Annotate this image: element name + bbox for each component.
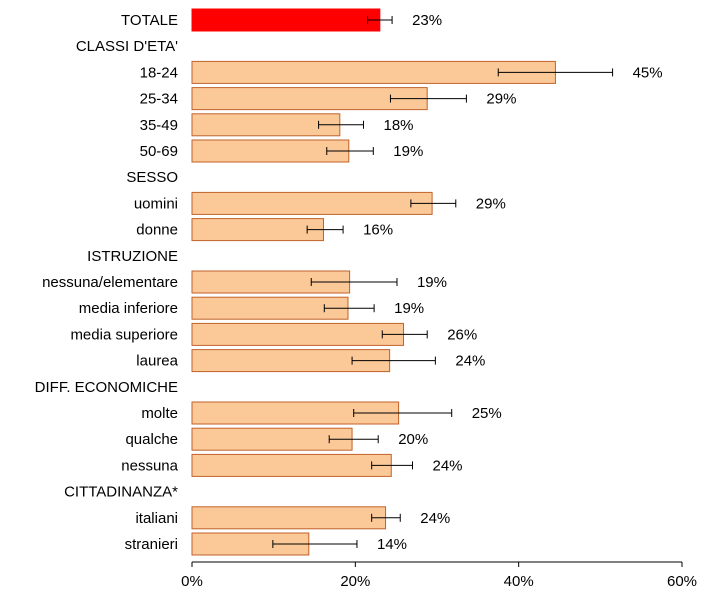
x-tick-label: 20% xyxy=(340,573,370,590)
data-label: 18% xyxy=(384,117,414,134)
category-label: media inferiore xyxy=(79,300,178,317)
error-bar xyxy=(371,461,413,470)
x-tick-label: 60% xyxy=(667,573,697,590)
x-tick-label: 0% xyxy=(181,573,203,590)
error-bar xyxy=(381,330,428,339)
group-row: SESSO xyxy=(126,169,178,186)
category-label: 50-69 xyxy=(140,143,178,160)
data-label: 25% xyxy=(472,405,502,422)
bar-row: nessuna/elementare 19% xyxy=(42,270,447,294)
error-bar xyxy=(323,304,375,313)
category-label: uomini xyxy=(134,195,178,212)
data-label: 24% xyxy=(420,510,450,527)
x-axis: 0% 20% 40% 60% xyxy=(181,561,697,590)
bar-row: TOTALE 23% xyxy=(121,8,442,32)
category-label: TOTALE xyxy=(121,12,178,29)
bar-row: uomini 29% xyxy=(134,191,506,215)
data-label: 26% xyxy=(447,326,477,343)
data-label: 19% xyxy=(393,143,423,160)
bar-row: 25-34 29% xyxy=(140,87,516,111)
category-label: media superiore xyxy=(70,326,178,343)
bar-row: 35-49 18% xyxy=(140,113,414,137)
category-label: 18-24 xyxy=(140,64,178,81)
data-label: 29% xyxy=(476,195,506,212)
group-label: DIFF. ECONOMICHE xyxy=(35,379,178,396)
group-row: ISTRUZIONE xyxy=(87,248,178,265)
bar xyxy=(191,113,341,137)
category-label: 25-34 xyxy=(140,91,178,108)
error-bar xyxy=(497,68,614,77)
error-bar xyxy=(353,409,453,417)
bar-row: laurea 24% xyxy=(136,349,485,373)
category-label: italiani xyxy=(135,510,178,527)
bar-row: italiani 24% xyxy=(135,506,450,530)
category-label: nessuna/elementare xyxy=(42,274,178,291)
group-row: CLASSI D'ETA' xyxy=(76,38,178,55)
error-bar xyxy=(306,225,344,234)
error-bar xyxy=(328,435,379,444)
group-row: CITTADINANZA* xyxy=(64,484,178,501)
bar-row: media superiore 26% xyxy=(70,322,477,346)
bar-row: nessuna 24% xyxy=(121,453,463,477)
category-label: 35-49 xyxy=(140,117,178,134)
error-bar xyxy=(371,513,401,522)
data-label: 23% xyxy=(412,12,442,29)
error-bar xyxy=(310,278,398,286)
bar-row: qualche 20% xyxy=(125,427,428,451)
bar-row: 50-69 19% xyxy=(140,139,423,163)
group-label: CITTADINANZA* xyxy=(64,484,178,501)
bar xyxy=(191,427,353,451)
data-label: 24% xyxy=(433,457,463,474)
group-label: SESSO xyxy=(126,169,178,186)
error-bar xyxy=(326,147,374,155)
error-bar xyxy=(351,356,436,365)
error-bar xyxy=(318,120,364,129)
bar-row: 18-24 45% xyxy=(140,60,663,84)
data-label: 45% xyxy=(633,64,663,81)
data-label: 16% xyxy=(363,222,393,239)
error-bar xyxy=(367,16,393,24)
bar xyxy=(191,218,324,242)
category-label: molte xyxy=(141,405,178,422)
bar-row: media inferiore 19% xyxy=(79,296,424,320)
error-bar xyxy=(389,94,467,103)
bar-row: molte 25% xyxy=(141,401,502,425)
bar xyxy=(191,322,405,346)
bar xyxy=(191,139,350,163)
category-label: laurea xyxy=(136,353,178,370)
category-label: nessuna xyxy=(121,457,178,474)
data-label: 19% xyxy=(394,300,424,317)
data-label: 29% xyxy=(486,91,516,108)
data-label: 20% xyxy=(398,431,428,448)
group-label: CLASSI D'ETA' xyxy=(76,38,178,55)
group-label: ISTRUZIONE xyxy=(87,248,178,265)
category-label: donne xyxy=(136,222,178,239)
bar-row: stranieri 14% xyxy=(125,532,407,556)
data-label: 24% xyxy=(455,353,485,370)
bar-row: donne 16% xyxy=(136,218,393,242)
data-label: 14% xyxy=(377,536,407,553)
total-bar xyxy=(191,8,381,32)
x-tick-label: 40% xyxy=(504,573,534,590)
error-bar xyxy=(410,199,457,208)
category-label: stranieri xyxy=(125,536,178,553)
bar xyxy=(191,191,433,215)
chart-rows: TOTALE 23% CLASSI D'ETA' 18-24 45% 25-34 29% 35… xyxy=(35,8,663,556)
error-bar xyxy=(272,540,358,548)
data-label: 19% xyxy=(417,274,447,291)
category-label: qualche xyxy=(125,431,178,448)
bar xyxy=(191,453,392,477)
group-row: DIFF. ECONOMICHE xyxy=(35,379,178,396)
bar xyxy=(191,506,387,530)
